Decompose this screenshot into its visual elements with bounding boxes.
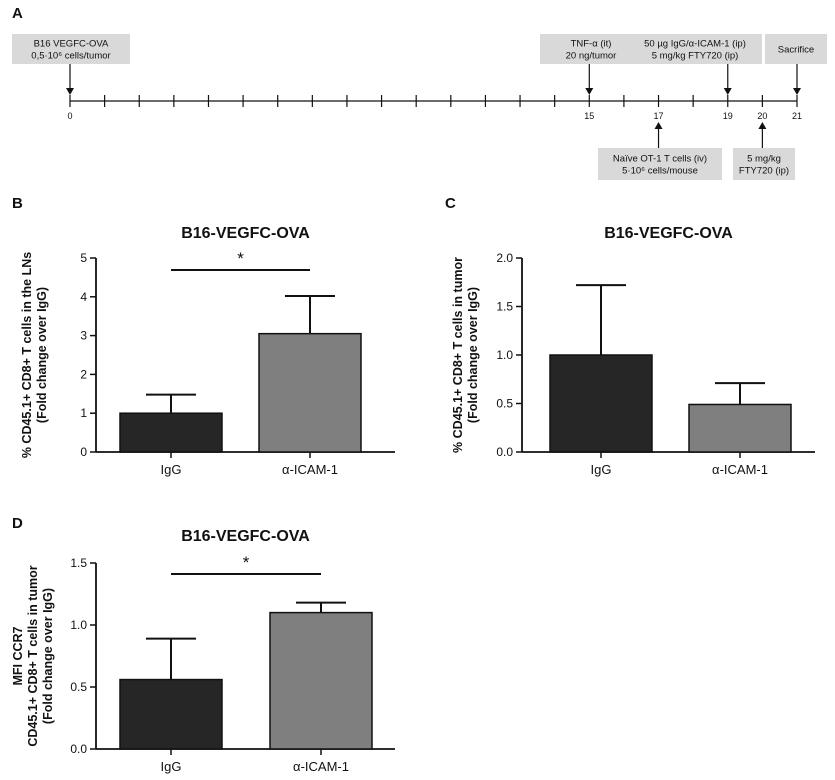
significance-star-d: * xyxy=(243,553,250,572)
bar-d-1 xyxy=(269,611,373,750)
y-tick-label-d: 0.0 xyxy=(70,742,87,756)
arrow-up-icon xyxy=(654,122,663,129)
category-label-b-1: α-ICAM-1 xyxy=(282,462,338,477)
event-text-day-0: B16 VEGFC-OVA 0,5·10⁶ cells/tumor xyxy=(31,39,110,62)
y-axis-label-line: (Fold change over IgG) xyxy=(41,588,55,724)
arrow-down-icon xyxy=(66,88,74,95)
timeline-day-label-0: 0 xyxy=(67,111,72,121)
timeline-day-label-19: 19 xyxy=(723,111,733,121)
category-label-d-0: IgG xyxy=(161,759,182,774)
event-text-line: B16 VEGFC-OVA xyxy=(34,39,109,50)
y-tick-label-d: 1.5 xyxy=(70,556,87,570)
event-text-line: 20 ng/tumor xyxy=(566,51,617,62)
event-box-day-17 xyxy=(598,148,722,180)
arrow-up-icon xyxy=(758,122,767,129)
category-label-c-0: IgG xyxy=(591,462,612,477)
panel-letter-a: A xyxy=(12,5,23,22)
y-axis-label-line: (Fold change over IgG) xyxy=(35,287,49,423)
y-tick-label-b: 1 xyxy=(80,406,87,420)
event-box-day-0 xyxy=(12,34,130,64)
event-text-line: Naïve OT-1 T cells (iv) xyxy=(613,154,707,165)
y-axis-label-line: MFI CCR7 xyxy=(11,626,25,685)
event-text-line: Sacrifice xyxy=(778,45,814,56)
chart-panel-b: B B16-VEGFC-OVA 0 1 2 3 4 5 % CD45.1+ CD8+ T cel… xyxy=(12,195,395,477)
event-box-day-15 xyxy=(540,34,642,64)
chart-panel-c: C B16-VEGFC-OVA 0.0 0.5 1.0 1.5 2.0 % CD45.1+ C… xyxy=(445,195,815,477)
y-axis-label-c: % CD45.1+ CD8+ T cells in tumor(Fold cha… xyxy=(451,257,480,453)
y-tick-label-c: 0.0 xyxy=(496,445,513,459)
arrow-down-icon xyxy=(793,88,801,95)
panel-letter-c: C xyxy=(445,195,456,212)
bar-d-0 xyxy=(119,678,223,750)
event-text-day-17: Naïve OT-1 T cells (iv) 5·10⁶ cells/mouse xyxy=(613,154,707,177)
y-tick-label-d: 0.5 xyxy=(70,680,87,694)
category-label-b-0: IgG xyxy=(161,462,182,477)
event-text-line: FTY720 (ip) xyxy=(739,166,789,177)
y-axis-label-line: % CD45.1+ CD8+ T cells in tumor xyxy=(451,257,465,453)
y-tick-label-b: 2 xyxy=(80,367,87,381)
chart-panel-d: D B16-VEGFC-OVA 0.0 0.5 1.0 1.5 MFI CCR7CD45.1… xyxy=(11,515,395,774)
significance-star-b: * xyxy=(237,249,244,268)
chart-title-b: B16-VEGFC-OVA xyxy=(181,225,310,242)
event-text-line: 5·10⁶ cells/mouse xyxy=(622,166,698,177)
timeline-panel-a: A 0 15 17 19 20 21 B16 VEGFC-OVA 0,5·10⁶ cells/t… xyxy=(12,5,827,180)
timeline-day-label-17: 17 xyxy=(654,111,664,121)
event-box-day-21 xyxy=(765,34,827,64)
timeline-day-label-15: 15 xyxy=(584,111,594,121)
event-text-line: 0,5·10⁶ cells/tumor xyxy=(31,51,110,62)
y-axis-label-line: CD45.1+ CD8+ T cells in tumor xyxy=(26,565,40,746)
event-box-day-20 xyxy=(733,148,795,180)
arrow-down-icon xyxy=(585,88,594,95)
y-axis-label-b: % CD45.1+ CD8+ T cells in the LNs(Fold c… xyxy=(20,252,49,458)
arrow-down-icon xyxy=(723,88,732,95)
y-tick-label-c: 2.0 xyxy=(496,251,513,265)
event-text-line: TNF-α (it) xyxy=(571,39,612,50)
chart-title-c: B16-VEGFC-OVA xyxy=(604,225,733,242)
y-axis-label-line: % CD45.1+ CD8+ T cells in the LNs xyxy=(20,252,34,458)
y-tick-label-b: 4 xyxy=(80,290,87,304)
y-axis-label-line: (Fold change over IgG) xyxy=(466,287,480,423)
event-text-line: 5 mg/kg xyxy=(747,154,781,165)
bar-c-0 xyxy=(549,354,653,453)
event-text-day-21: Sacrifice xyxy=(778,45,814,56)
category-label-c-1: α-ICAM-1 xyxy=(712,462,768,477)
y-tick-label-b: 5 xyxy=(80,251,87,265)
event-text-day-15: TNF-α (it) 20 ng/tumor xyxy=(566,39,617,62)
y-tick-label-b: 3 xyxy=(80,329,87,343)
event-box-day-19 xyxy=(628,34,762,64)
timeline-day-label-21: 21 xyxy=(792,111,802,121)
timeline-day-label-20: 20 xyxy=(757,111,767,121)
panel-letter-d: D xyxy=(12,515,23,532)
category-label-d-1: α-ICAM-1 xyxy=(293,759,349,774)
y-tick-label-b: 0 xyxy=(80,445,87,459)
event-text-line: 5 mg/kg FTY720 (ip) xyxy=(652,51,739,62)
chart-title-d: B16-VEGFC-OVA xyxy=(181,528,310,545)
panel-letter-b: B xyxy=(12,195,23,212)
bar-c-1 xyxy=(688,403,792,453)
event-text-day-20: 5 mg/kg FTY720 (ip) xyxy=(739,154,789,177)
event-text-line: 50 µg IgG/α-ICAM-1 (ip) xyxy=(644,39,746,50)
event-text-day-19: 50 µg IgG/α-ICAM-1 (ip) 5 mg/kg FTY720 (i… xyxy=(644,39,746,62)
y-tick-label-c: 1.0 xyxy=(496,348,513,362)
y-axis-label-d: MFI CCR7CD45.1+ CD8+ T cells in tumor(Fo… xyxy=(11,565,55,746)
bar-b-1 xyxy=(258,332,362,453)
y-tick-label-d: 1.0 xyxy=(70,618,87,632)
bar-b-0 xyxy=(119,412,223,453)
y-tick-label-c: 1.5 xyxy=(496,300,513,314)
y-tick-label-c: 0.5 xyxy=(496,397,513,411)
